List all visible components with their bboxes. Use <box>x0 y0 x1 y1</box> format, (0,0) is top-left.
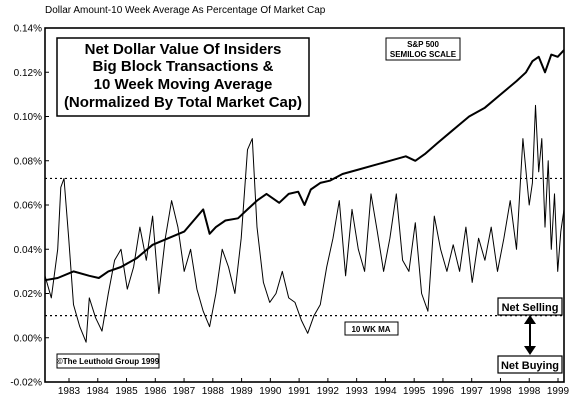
y-tick-label: 0.10% <box>14 112 42 123</box>
chart-title-line-3: 10 Week Moving Average <box>94 76 273 93</box>
arrow-head-down <box>524 346 536 355</box>
title-box: Net Dollar Value Of Insiders Big Block T… <box>56 37 310 117</box>
ma-label-text: 10 WK MA <box>351 325 390 334</box>
ma-label-box: 10 WK MA <box>344 321 399 336</box>
sp500-label-frame <box>385 37 461 61</box>
y-tick-label: 0.00% <box>14 333 42 344</box>
copyright-frame <box>56 353 160 369</box>
copyright-text: ©The Leuthold Group 1999 <box>57 357 160 366</box>
x-tick-label: 1990 <box>259 386 282 397</box>
x-tick-label: 1985 <box>115 386 138 397</box>
x-tick-label: 1998 <box>489 386 512 397</box>
y-tick-label: 0.14% <box>14 24 42 35</box>
net-buying-frame <box>497 355 563 374</box>
x-tick-label: 1986 <box>144 386 167 397</box>
x-tick-label: 1993 <box>346 386 369 397</box>
y-tick-label: 0.12% <box>14 68 42 79</box>
y-tick-label: 0.04% <box>14 245 42 256</box>
x-tick-label: 1996 <box>432 386 455 397</box>
x-tick-label: 1984 <box>87 386 110 397</box>
x-tick-label: 1987 <box>173 386 196 397</box>
arrow-head-up <box>524 315 536 324</box>
y-axis-title: Dollar Amount-10 Week Average As Percent… <box>45 5 326 16</box>
chart-title-line-4: (Normalized By Total Market Cap) <box>64 94 302 111</box>
x-tick-label: 1988 <box>202 386 225 397</box>
x-axis: 1983 1984 1985 1986 1987 1988 1989 1990 1991 1992… <box>58 378 570 397</box>
sp500-label-line-1: S&P 500 <box>407 40 439 49</box>
chart-title-line-1: Net Dollar Value Of Insiders <box>85 41 282 58</box>
series-group <box>44 49 565 343</box>
sp500-label-line-2: SEMILOG SCALE <box>390 50 457 59</box>
x-tick-label: 1999 <box>547 386 570 397</box>
x-tick-label: 1983 <box>58 386 81 397</box>
net-buying-label: Net Buying <box>501 360 559 372</box>
x-tick-label: 1997 <box>461 386 484 397</box>
y-tick-label: 0.02% <box>14 289 42 300</box>
copyright-box: ©The Leuthold Group 1999 <box>56 353 160 369</box>
net-buying-box: Net Buying <box>497 355 563 374</box>
x-tick-label: 1994 <box>374 386 397 397</box>
direction-arrow <box>524 315 536 355</box>
series-line-sp500 <box>44 49 565 282</box>
y-tick-label: 0.08% <box>14 156 42 167</box>
sp500-label-box: S&P 500 SEMILOG SCALE <box>385 37 461 61</box>
x-tick-label: 1991 <box>288 386 311 397</box>
y-axis: 0.14% 0.12% 0.10% 0.08% 0.06% 0.04% 0.02% 0.00%… <box>10 24 49 389</box>
y-tick-label: -0.02% <box>10 378 42 389</box>
x-tick-label: 1995 <box>403 386 426 397</box>
x-tick-label: 1989 <box>230 386 253 397</box>
x-tick-label: 1998 <box>518 386 541 397</box>
ma-label-frame <box>344 321 399 336</box>
net-selling-box: Net Selling <box>497 297 563 316</box>
chart-title-line-2: Big Block Transactions & <box>93 58 274 75</box>
x-tick-label: 1992 <box>317 386 340 397</box>
reference-lines <box>45 177 564 317</box>
series-line-10wk-ma <box>44 104 565 343</box>
y-tick-label: 0.06% <box>14 201 42 212</box>
net-selling-label: Net Selling <box>502 302 559 314</box>
title-box-frame <box>56 37 310 117</box>
